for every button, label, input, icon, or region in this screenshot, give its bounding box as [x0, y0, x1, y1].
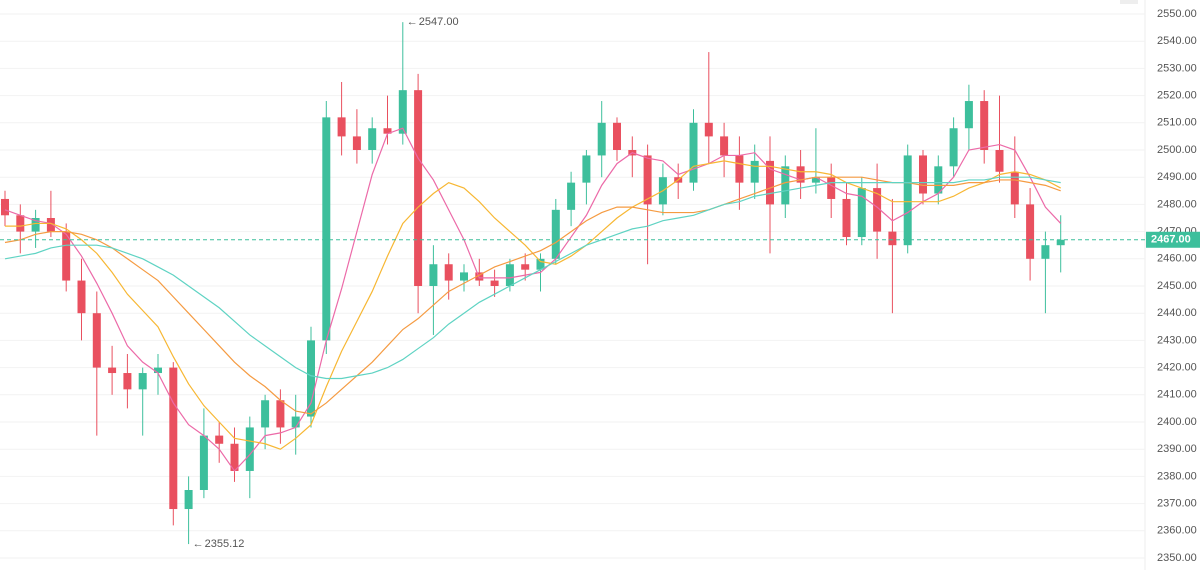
- candle-body: [1010, 171, 1019, 205]
- candle-body: [919, 155, 927, 194]
- candle-body: [429, 264, 438, 286]
- candle-body: [138, 373, 147, 390]
- candle-body: [827, 177, 836, 199]
- candle-body: [873, 188, 882, 232]
- y-tick-label: 2450.00: [1157, 280, 1197, 292]
- y-tick-label: 2500.00: [1157, 144, 1197, 156]
- candle-body: [62, 231, 71, 281]
- candle-body: [383, 128, 392, 134]
- candle-body: [766, 160, 774, 205]
- moving-average-line: [4, 176, 1061, 415]
- last-price-box: [1146, 231, 1200, 248]
- candle-body: [643, 155, 652, 205]
- candle-body: [276, 400, 285, 428]
- candle-body: [704, 122, 713, 137]
- y-tick-label: 2430.00: [1157, 334, 1197, 346]
- candle-body: [123, 373, 132, 390]
- candle-body: [582, 155, 591, 183]
- y-tick-label: 2550.00: [1157, 8, 1197, 20]
- candle-body: [261, 400, 270, 428]
- candle-body: [108, 367, 117, 374]
- candle-body: [536, 258, 545, 270]
- candle-body: [857, 188, 866, 238]
- annotation-arrow: ←: [407, 16, 418, 28]
- candle-body: [613, 122, 621, 150]
- candle-body: [1026, 204, 1035, 259]
- candle-body: [337, 117, 346, 137]
- candle-body: [245, 427, 254, 471]
- candle-body: [92, 313, 101, 368]
- y-tick-label: 2520.00: [1157, 90, 1197, 102]
- candle-body: [949, 128, 958, 167]
- candle-body: [720, 136, 729, 156]
- candle-body: [184, 490, 193, 510]
- candle-body: [199, 435, 208, 490]
- candle-body: [842, 198, 851, 238]
- candle-body: [1056, 239, 1065, 246]
- candle-body: [689, 122, 698, 183]
- moving-average-line: [4, 176, 1061, 380]
- candle-body: [903, 155, 912, 246]
- candle-body: [77, 280, 86, 314]
- candle-body: [230, 443, 239, 471]
- candle-body: [551, 209, 560, 259]
- last-price-label: 2467.00: [1151, 234, 1191, 246]
- y-tick-label: 2360.00: [1157, 525, 1197, 537]
- candle-body: [735, 155, 744, 183]
- candle-body: [888, 231, 897, 246]
- candle-body: [964, 101, 973, 129]
- candle-body: [444, 264, 453, 281]
- y-tick-label: 2390.00: [1157, 443, 1197, 455]
- candle-body: [460, 272, 468, 281]
- candle-body: [934, 166, 943, 194]
- y-tick-label: 2420.00: [1157, 362, 1197, 374]
- candle-body: [169, 367, 178, 510]
- annotation-label: 2355.12: [205, 538, 245, 550]
- candle-body: [750, 160, 759, 183]
- candle-body: [980, 101, 989, 150]
- candle-body: [16, 215, 25, 232]
- candle-body: [398, 90, 407, 134]
- candle-body: [1, 198, 9, 216]
- candle-body: [567, 182, 576, 210]
- candle-body: [352, 136, 361, 150]
- y-tick-label: 2530.00: [1157, 62, 1197, 74]
- scroll-handle[interactable]: [1120, 0, 1138, 4]
- candle-body: [796, 166, 805, 183]
- annotation-arrow: ←: [193, 538, 204, 550]
- y-tick-label: 2510.00: [1157, 117, 1197, 129]
- y-tick-label: 2400.00: [1157, 416, 1197, 428]
- y-tick-label: 2460.00: [1157, 253, 1197, 265]
- annotation-label: 2547.00: [419, 16, 459, 28]
- candle-body: [307, 340, 315, 417]
- y-tick-label: 2440.00: [1157, 307, 1197, 319]
- candle-body: [995, 150, 1004, 172]
- candle-body: [322, 117, 331, 341]
- candle-body: [811, 177, 820, 183]
- candle-body: [368, 128, 377, 150]
- candle-body: [505, 264, 514, 286]
- candle-body: [781, 166, 790, 205]
- candle-body: [215, 435, 224, 444]
- candle-body: [31, 218, 40, 232]
- candle-body: [490, 280, 499, 286]
- y-tick-label: 2490.00: [1157, 171, 1197, 183]
- candle-body: [414, 90, 423, 286]
- candle-body: [291, 416, 300, 428]
- candle-body: [154, 367, 162, 374]
- y-tick-label: 2370.00: [1157, 498, 1197, 510]
- y-tick-label: 2480.00: [1157, 198, 1197, 210]
- y-tick-label: 2350.00: [1157, 552, 1197, 564]
- candle-body: [1041, 245, 1050, 259]
- y-tick-label: 2410.00: [1157, 389, 1197, 401]
- candle-body: [46, 218, 55, 232]
- candle-body: [597, 122, 606, 156]
- y-tick-label: 2540.00: [1157, 35, 1197, 47]
- candle-body: [521, 264, 530, 270]
- y-tick-label: 2380.00: [1157, 470, 1197, 482]
